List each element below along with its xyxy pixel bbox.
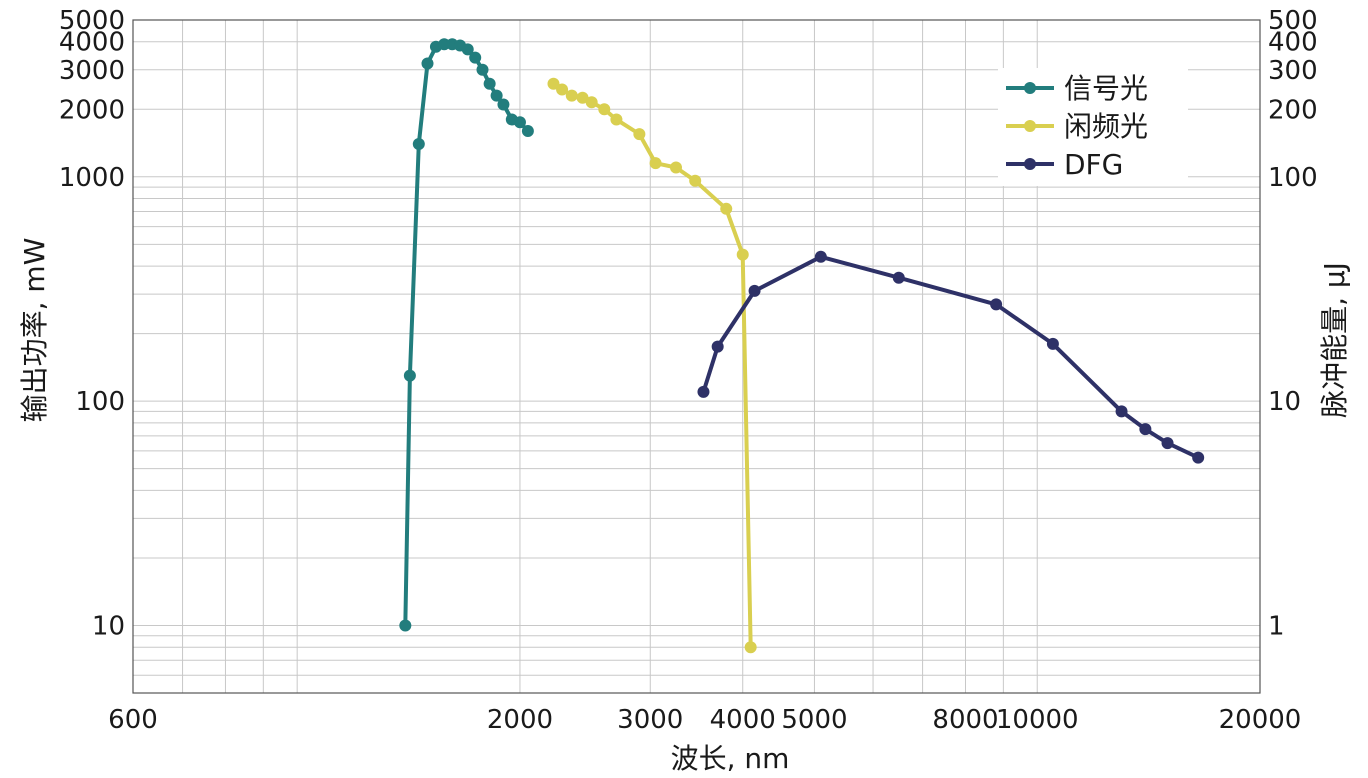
data-point xyxy=(476,63,489,76)
data-point xyxy=(736,248,749,261)
y-tick-label: 3000 xyxy=(59,56,125,86)
data-point xyxy=(421,57,434,70)
x-tick-label: 8000 xyxy=(932,705,998,735)
data-point xyxy=(669,161,682,174)
x-tick-label: 600 xyxy=(108,705,158,735)
data-point xyxy=(547,77,560,90)
data-point xyxy=(556,83,569,96)
x-tick-label: 5000 xyxy=(781,705,847,735)
data-point xyxy=(565,89,578,102)
x-axis-title: 波长, nm xyxy=(671,742,790,775)
legend-label: DFG xyxy=(1064,148,1123,181)
series-2 xyxy=(547,77,757,654)
data-point xyxy=(1192,451,1205,464)
series-1 xyxy=(399,38,534,632)
y2-tick-label: 400 xyxy=(1268,28,1318,58)
data-point xyxy=(990,298,1003,311)
y-tick-label: 2000 xyxy=(59,95,125,125)
data-point xyxy=(412,138,425,151)
plot-frame xyxy=(132,19,1261,694)
data-point xyxy=(711,340,724,353)
data-point xyxy=(469,51,482,64)
data-point xyxy=(744,641,757,654)
data-point xyxy=(513,116,526,129)
data-point xyxy=(748,284,761,297)
legend-swatch-marker xyxy=(1024,120,1036,132)
data-point xyxy=(585,96,598,109)
data-point xyxy=(633,128,646,141)
x-tick-label: 4000 xyxy=(710,705,776,735)
y2-axis-title: 脉冲能量, μJ xyxy=(1318,262,1351,418)
legend-swatch-marker xyxy=(1024,82,1036,94)
y2-tick-label: 200 xyxy=(1268,95,1318,125)
x-tick-label: 2000 xyxy=(487,705,553,735)
series-3 xyxy=(697,250,1205,464)
y2-tick-label: 100 xyxy=(1268,163,1318,193)
data-point xyxy=(1046,337,1059,350)
data-point xyxy=(497,98,510,111)
x-tick-label: 20000 xyxy=(1219,705,1302,735)
data-point xyxy=(1139,423,1152,436)
data-point xyxy=(598,103,611,116)
legend-label: 闲频光 xyxy=(1064,110,1148,143)
data-point xyxy=(892,271,905,284)
data-point xyxy=(720,202,733,215)
data-point xyxy=(689,174,702,187)
y2-tick-label: 10 xyxy=(1268,387,1301,417)
series-layer xyxy=(399,38,1205,654)
y-tick-label: 10 xyxy=(92,611,125,641)
data-point xyxy=(490,89,503,102)
y-tick-label: 1000 xyxy=(59,163,125,193)
data-point xyxy=(610,113,623,126)
data-point xyxy=(399,619,412,632)
data-point xyxy=(697,385,710,398)
data-point xyxy=(461,43,474,56)
y2-tick-label: 500 xyxy=(1268,6,1318,36)
data-point xyxy=(521,125,534,138)
data-point xyxy=(1115,405,1128,418)
y-tick-label: 5000 xyxy=(59,6,125,36)
data-point xyxy=(483,77,496,90)
y2-tick-label: 1 xyxy=(1268,611,1285,641)
legend-label: 信号光 xyxy=(1064,72,1148,105)
y-tick-label: 100 xyxy=(75,387,125,417)
data-point xyxy=(649,157,662,170)
data-point xyxy=(1161,437,1174,450)
x-tick-label: 3000 xyxy=(617,705,683,735)
y2-tick-label: 300 xyxy=(1268,56,1318,86)
legend-swatch-marker xyxy=(1024,158,1036,170)
data-point xyxy=(403,369,416,382)
y-tick-label: 4000 xyxy=(59,28,125,58)
data-point xyxy=(576,91,589,104)
data-point xyxy=(814,250,827,263)
y-axis-title: 输出功率, mW xyxy=(18,238,51,423)
x-tick-label: 10000 xyxy=(996,705,1079,735)
